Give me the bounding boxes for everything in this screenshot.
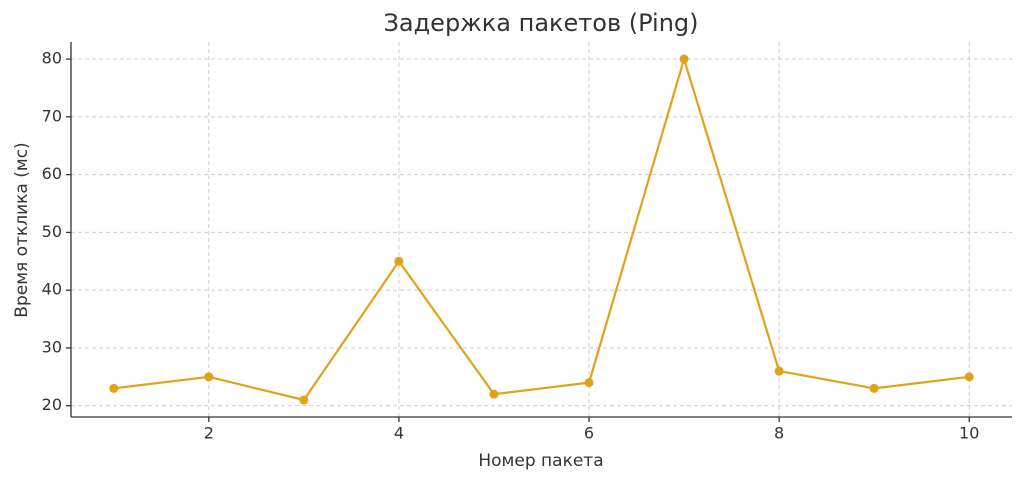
x-tick-label: 8	[774, 424, 784, 443]
y-tick-label: 80	[42, 49, 62, 68]
line	[113, 55, 970, 402]
x-tick-label: 6	[584, 424, 594, 443]
point	[584, 378, 594, 388]
x-tick-label: 10	[959, 424, 979, 443]
y-tick-label: 60	[42, 164, 62, 183]
x-tick-label: 2	[204, 424, 214, 443]
y-tick-label: 40	[42, 280, 62, 299]
point	[679, 54, 689, 64]
point	[869, 383, 879, 393]
y-axis-label: Время отклика (мс)	[12, 142, 32, 317]
point	[964, 372, 974, 382]
point	[489, 389, 499, 399]
x-axis-label: Номер пакета	[478, 451, 603, 471]
point	[394, 256, 404, 266]
point	[109, 383, 119, 393]
x-tick-label: 4	[394, 424, 404, 443]
y-tick-label: 30	[42, 337, 62, 356]
y-tick-label: 20	[42, 395, 62, 414]
y-tick-label: 70	[42, 106, 62, 125]
chart-title: Задержка пакетов (Ping)	[383, 9, 698, 37]
y-tick-label: 50	[42, 222, 62, 241]
point	[299, 395, 309, 405]
point	[774, 366, 784, 376]
point	[204, 372, 214, 382]
